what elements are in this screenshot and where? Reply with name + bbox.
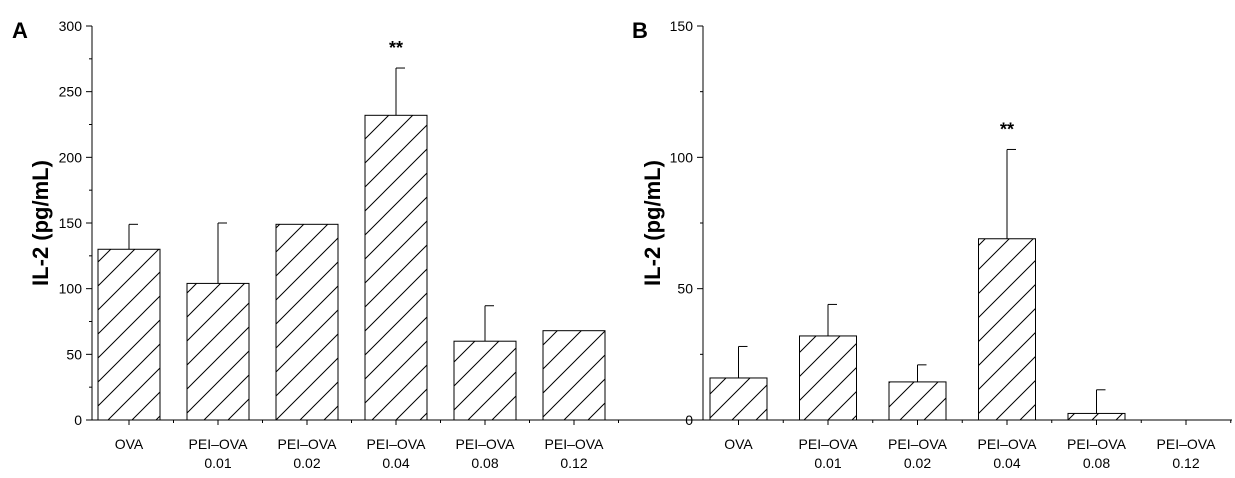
bar bbox=[275, 223, 339, 421]
y-tick-label: 50 bbox=[66, 346, 82, 362]
bar bbox=[364, 114, 428, 421]
x-tick-label: 0.04 bbox=[382, 455, 409, 471]
y-axis-label: IL-2 (pg/mL) bbox=[28, 160, 53, 286]
x-tick-label: PEI–OVA bbox=[799, 436, 859, 452]
x-tick-label: OVA bbox=[724, 436, 753, 452]
chart-panel-a: A IL-2 (pg/mL) 0 50 100 150 200 250 300 OVA PEI–OV… bbox=[12, 18, 700, 471]
y-tick-label: 0 bbox=[74, 412, 82, 428]
bar bbox=[888, 381, 947, 421]
bar bbox=[97, 248, 161, 421]
x-tick-label: PEI–OVA bbox=[367, 436, 427, 452]
y-tick-label: 50 bbox=[677, 281, 693, 297]
x-tick-label: OVA bbox=[115, 436, 144, 452]
y-tick-label: 0 bbox=[685, 412, 693, 428]
x-tick-label: 0.12 bbox=[560, 455, 587, 471]
bar bbox=[799, 335, 857, 421]
bar bbox=[1067, 412, 1126, 421]
x-tick-label: 0.12 bbox=[1172, 455, 1199, 471]
y-tick-label: 200 bbox=[59, 149, 83, 165]
x-tick-label: PEI–OVA bbox=[456, 436, 516, 452]
y-tick-label: 150 bbox=[59, 215, 83, 231]
x-tick-label: 0.02 bbox=[904, 455, 931, 471]
y-axis-label: IL-2 (pg/mL) bbox=[640, 160, 665, 286]
x-tick-label: PEI–OVA bbox=[189, 436, 249, 452]
x-tick-label: PEI–OVA bbox=[278, 436, 338, 452]
x-tick-label: PEI–OVA bbox=[1067, 436, 1127, 452]
x-tick-label: PEI–OVA bbox=[978, 436, 1038, 452]
significance-annotation: ** bbox=[1000, 119, 1014, 139]
y-tick-label: 250 bbox=[59, 84, 83, 100]
bar bbox=[709, 377, 768, 421]
panel-letter: A bbox=[12, 18, 28, 43]
bar bbox=[978, 238, 1036, 421]
y-tick-label: 300 bbox=[59, 18, 83, 34]
y-tick-label: 100 bbox=[670, 149, 694, 165]
x-tick-label: PEI–OVA bbox=[545, 436, 605, 452]
x-tick-label: 0.02 bbox=[293, 455, 320, 471]
y-tick-label: 150 bbox=[670, 18, 694, 34]
panel-letter: B bbox=[632, 18, 648, 43]
significance-annotation: ** bbox=[389, 38, 403, 58]
bar bbox=[186, 282, 250, 421]
bar bbox=[453, 340, 517, 421]
bar bbox=[542, 330, 606, 421]
chart-panel-b: B IL-2 (pg/mL) 0 50 100 150 OVA PEI–OVA 0.01 PEI–… bbox=[632, 18, 1232, 471]
x-tick-label: PEI–OVA bbox=[888, 436, 948, 452]
x-tick-label: PEI–OVA bbox=[1157, 436, 1217, 452]
x-tick-label: 0.08 bbox=[1083, 455, 1110, 471]
x-tick-label: 0.01 bbox=[814, 455, 841, 471]
x-tick-label: 0.01 bbox=[204, 455, 231, 471]
x-tick-label: 0.08 bbox=[471, 455, 498, 471]
x-tick-label: 0.04 bbox=[993, 455, 1020, 471]
y-tick-label: 100 bbox=[59, 281, 83, 297]
